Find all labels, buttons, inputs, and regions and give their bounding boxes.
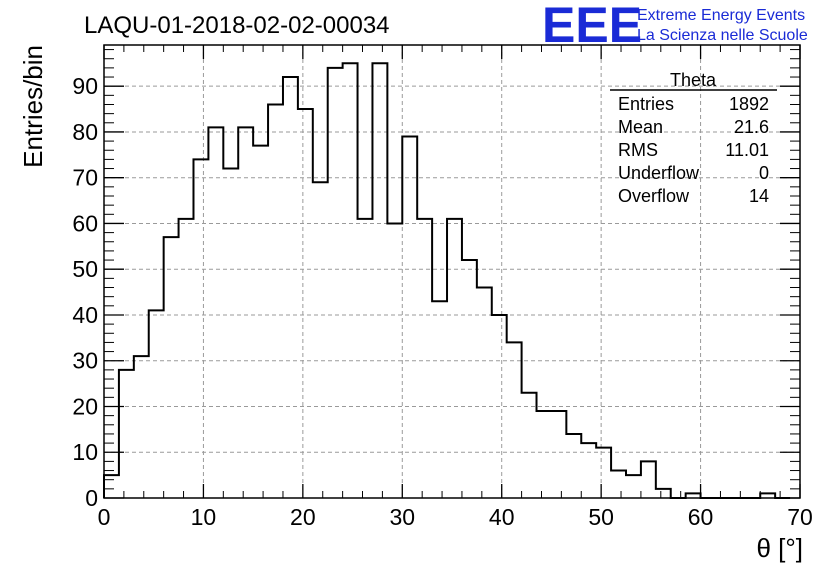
stats-row-label: Mean — [618, 117, 663, 137]
stats-row-value: 0 — [759, 163, 769, 183]
stats-box: Theta Entries 1892 Mean 21.6 RMS 11.01 Underfl… — [610, 70, 777, 206]
x-tick-label: 60 — [688, 504, 714, 530]
stats-row-label: RMS — [618, 140, 658, 160]
x-tick-label: 10 — [191, 504, 217, 530]
y-tick-label: 70 — [72, 165, 98, 191]
y-tick-label: 80 — [72, 119, 98, 145]
x-axis-title: θ [°] — [756, 533, 803, 563]
stats-row-value: 1892 — [729, 94, 769, 114]
y-tick-label: 60 — [72, 210, 98, 236]
stats-box-name: Theta — [670, 70, 717, 90]
logo-mark: EEE — [542, 0, 642, 53]
eee-logo: EEE Extreme Energy Events La Scienza nel… — [542, 0, 808, 53]
stats-row-label: Underflow — [618, 163, 700, 183]
y-tick-labels: 0 10 20 30 40 50 60 70 80 90 — [72, 73, 98, 511]
y-tick-label: 10 — [72, 439, 98, 465]
stats-row-value: 11.01 — [725, 140, 769, 160]
histogram-outline — [103, 62, 791, 499]
logo-line-2: La Scienza nelle Scuole — [637, 27, 808, 44]
y-tick-label: 20 — [72, 393, 98, 419]
stats-row-label: Entries — [618, 94, 674, 114]
y-tick-label: 50 — [72, 256, 98, 282]
x-tick-label: 0 — [98, 504, 111, 530]
stats-row-value: 14 — [749, 186, 769, 206]
stats-row-label: Overflow — [618, 186, 690, 206]
axis-ticks — [103, 45, 801, 499]
x-tick-label: 30 — [389, 504, 415, 530]
chart-title: LAQU-01-2018-02-02-00034 — [84, 12, 390, 39]
logo-line-1: Extreme Energy Events — [637, 7, 805, 24]
x-tick-label: 70 — [787, 504, 813, 530]
x-tick-labels: 0 10 20 30 40 50 60 70 — [98, 504, 813, 530]
y-tick-label: 40 — [72, 302, 98, 328]
plot-frame — [103, 44, 801, 499]
grid-lines — [104, 45, 800, 498]
x-tick-label: 40 — [489, 504, 515, 530]
x-tick-label: 20 — [290, 504, 316, 530]
x-tick-label: 50 — [588, 504, 614, 530]
y-tick-label: 0 — [85, 485, 98, 511]
y-tick-label: 30 — [72, 348, 98, 374]
stats-row-value: 21.6 — [734, 117, 769, 137]
y-tick-label: 90 — [72, 73, 98, 99]
y-axis-title: Entries/bin — [18, 45, 48, 168]
